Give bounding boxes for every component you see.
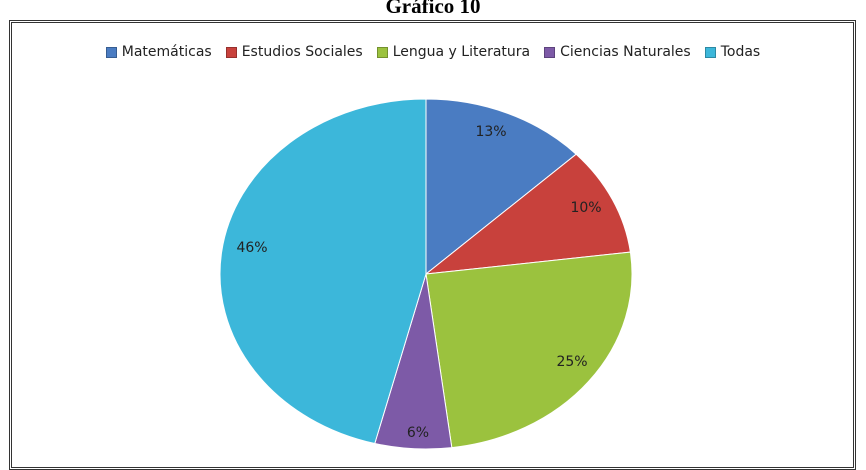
chart-title: Gráfico 10 — [385, 0, 481, 18]
legend: Matemáticas Estudios Sociales Lengua y Lit… — [0, 44, 866, 60]
legend-item-ciencias-naturales: Ciencias Naturales — [544, 44, 691, 60]
pie-slice-todas — [219, 98, 427, 445]
pie-slice-lengua-y-literatura — [425, 251, 633, 449]
legend-item-todas: Todas — [704, 44, 761, 60]
legend-label: Estudios Sociales — [241, 44, 363, 60]
legend-label: Matemáticas — [121, 44, 212, 60]
legend-swatch — [105, 46, 117, 58]
data-label-ciencias-naturales: 6% — [407, 425, 429, 441]
legend-swatch — [225, 46, 237, 58]
legend-label: Ciencias Naturales — [560, 44, 691, 60]
legend-item-matematicas: Matemáticas — [105, 44, 212, 60]
legend-swatch — [704, 46, 716, 58]
legend-label: Todas — [720, 44, 761, 60]
pie-slice-estudios-sociales — [424, 153, 631, 275]
pie-slice-matematicas — [425, 98, 577, 276]
data-label-estudios-sociales: 10% — [570, 200, 601, 216]
legend-swatch — [544, 46, 556, 58]
data-label-lengua-y-literatura: 25% — [556, 354, 587, 370]
legend-label: Lengua y Literatura — [392, 44, 531, 60]
data-label-todas: 46% — [236, 240, 267, 256]
legend-item-lengua-y-literatura: Lengua y Literatura — [376, 44, 531, 60]
legend-item-estudios-sociales: Estudios Sociales — [225, 44, 363, 60]
pie-chart: 13% 10% 25% 6% 46% — [219, 98, 633, 450]
legend-swatch — [376, 46, 388, 58]
data-label-matematicas: 13% — [475, 124, 506, 140]
